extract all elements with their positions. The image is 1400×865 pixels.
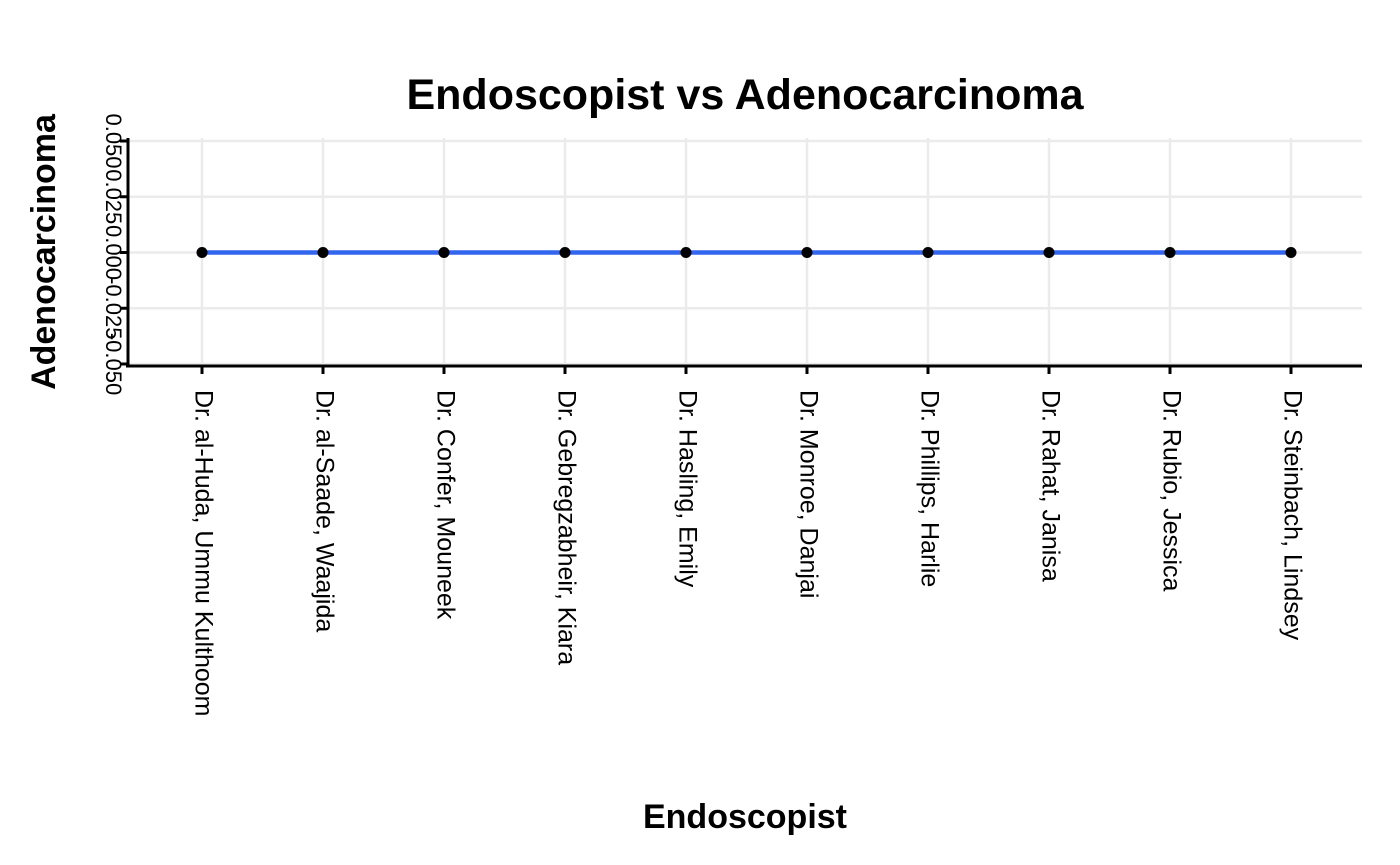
x-tick-label: Dr. Rahat, Janisa — [1036, 390, 1064, 582]
data-point — [196, 247, 208, 258]
x-axis-title: Endoscopist — [643, 798, 847, 836]
x-tick-label: Dr. Gebregzabheir, Kiara — [552, 390, 580, 665]
x-tick-label: Dr. Phillips, Harlie — [915, 390, 943, 587]
y-tick-label: 0.000 — [101, 225, 126, 280]
data-point — [922, 247, 934, 258]
y-tick-label: -0.050 — [101, 333, 126, 395]
data-point — [1043, 247, 1055, 258]
data-points — [196, 247, 1297, 258]
x-tick-label: Dr. Monroe, Danjai — [794, 390, 822, 598]
data-point — [438, 247, 450, 258]
x-tick-label: Dr. Confer, Mouneek — [431, 390, 459, 620]
x-tick-label: Dr. Steinbach, Lindsey — [1278, 390, 1306, 641]
y-tick-label: 0.050 — [101, 113, 126, 168]
y-tick-label: 0.025 — [101, 169, 126, 224]
data-point — [801, 247, 813, 258]
data-point — [559, 247, 571, 258]
y-axis-title: Adenocarcinoma — [25, 113, 63, 390]
data-point — [1285, 247, 1297, 258]
chart-title: Endoscopist vs Adenocarcinoma — [406, 71, 1084, 119]
x-tick-label: Dr. al-Huda, Ummu Kulthoom — [189, 390, 217, 717]
x-tick-label: Dr. Rubio, Jessica — [1157, 390, 1185, 592]
x-axis-ticks: Dr. al-Huda, Ummu Kulthoom Dr. al-Saade, … — [189, 366, 1306, 717]
data-point — [317, 247, 329, 258]
x-tick-label: Dr. Hasling, Emily — [673, 390, 701, 588]
data-point — [1164, 247, 1176, 258]
data-point — [680, 247, 692, 258]
y-tick-label: -0.025 — [101, 277, 126, 339]
x-tick-label: Dr. al-Saade, Waajida — [310, 390, 338, 632]
